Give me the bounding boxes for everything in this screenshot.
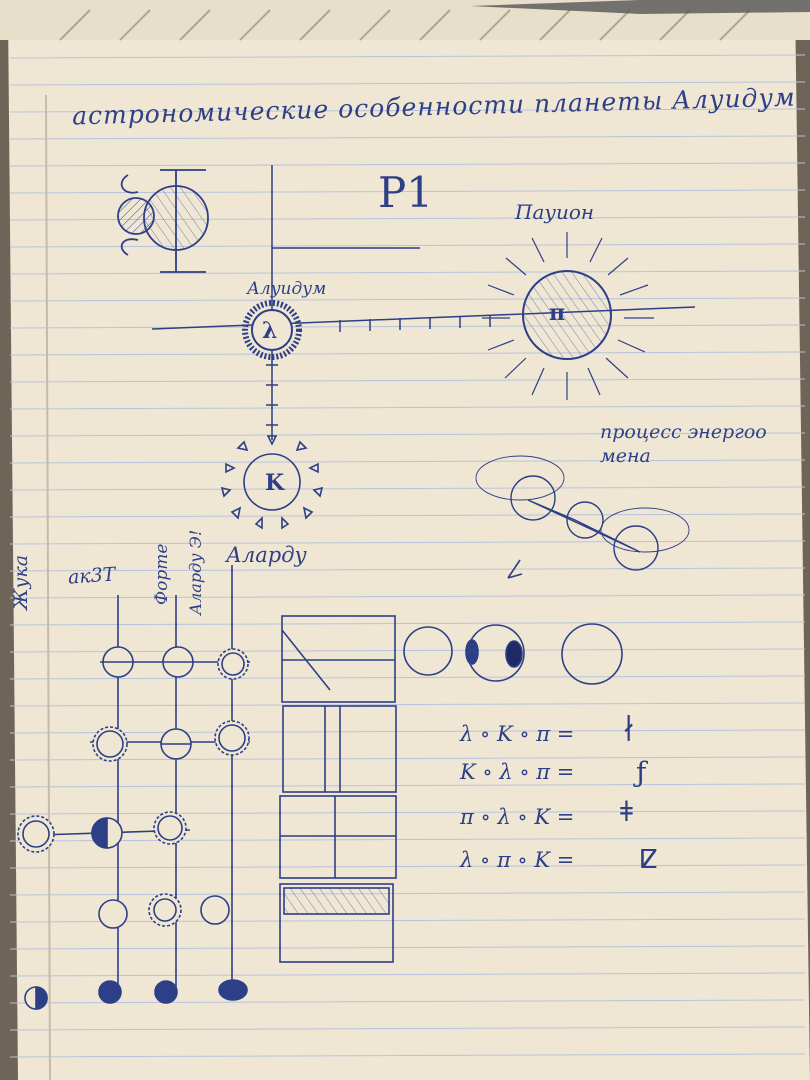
- equation-lhs: λ ∘ K ∘ π =: [460, 722, 575, 746]
- equation-lhs: π ∘ λ ∘ K =: [460, 805, 575, 829]
- view-panels: [279, 615, 397, 963]
- equation-rhs: ƒ: [636, 756, 647, 789]
- energy-exchange-sketch: [475, 455, 690, 579]
- paper-sheet: [8, 0, 810, 1080]
- margin-line: [45, 94, 51, 1080]
- lambda-symbol: λ: [262, 318, 278, 344]
- p1-label: P1: [378, 168, 433, 217]
- process-label: процесс энергоо мена: [600, 420, 767, 468]
- process-label-line-2: мена: [600, 445, 651, 467]
- pen: [470, 0, 810, 14]
- equation-rhs: ⵇ: [640, 845, 658, 875]
- ruled-lines: [9, 54, 806, 1058]
- alwidum-planet: [242, 300, 302, 360]
- equation-lhs: λ ∘ π ∘ K =: [460, 848, 575, 872]
- equation-rhs: ∤: [622, 712, 636, 745]
- zhuka-label: Жука: [10, 554, 32, 610]
- process-label-line-1: процесс энергоо: [600, 421, 767, 443]
- forte-label: Форте: [152, 543, 172, 605]
- equation-lhs: K ∘ λ ∘ π =: [460, 760, 575, 784]
- equation-rhs: ǂ: [620, 795, 633, 828]
- alarduz-label: Аларду Э!: [186, 529, 205, 615]
- phase-diagram: [17, 646, 250, 1010]
- kappa-star: [220, 435, 324, 530]
- alarduu-label: Аларду: [226, 543, 307, 567]
- pauion-label: Пауион: [515, 200, 595, 224]
- moon-sketch: [117, 169, 209, 273]
- alwidum-label: Алуидум: [247, 279, 327, 299]
- kappa-symbol: K: [265, 470, 285, 496]
- eclipse-lineup: [403, 623, 623, 685]
- pauion-star: [482, 232, 654, 400]
- pi-symbol: π: [549, 300, 566, 326]
- ak3t-label: ак3Т: [67, 563, 117, 589]
